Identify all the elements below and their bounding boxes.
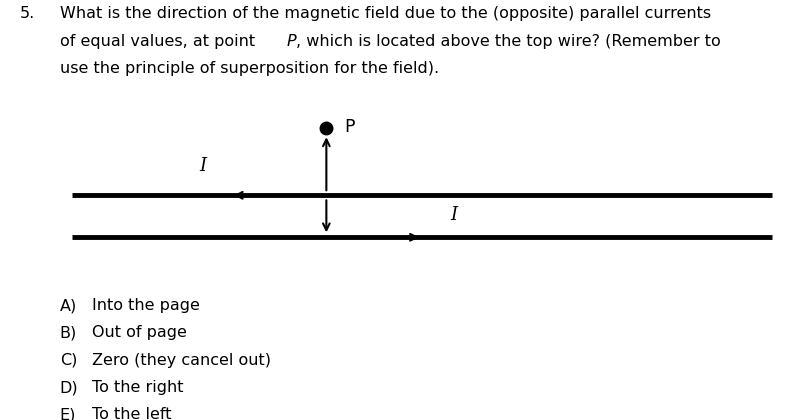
Text: To the right: To the right: [92, 380, 183, 395]
Text: Out of page: Out of page: [92, 326, 186, 341]
Text: 5.: 5.: [20, 6, 35, 21]
Text: Zero (they cancel out): Zero (they cancel out): [92, 353, 271, 368]
Text: Into the page: Into the page: [92, 298, 200, 313]
Text: A): A): [60, 298, 77, 313]
Text: P: P: [344, 118, 354, 136]
Text: C): C): [60, 353, 77, 368]
Text: use the principle of superposition for the field).: use the principle of superposition for t…: [60, 61, 439, 76]
Text: of equal values, at point: of equal values, at point: [60, 34, 260, 49]
Text: E): E): [60, 407, 76, 420]
Text: I: I: [200, 157, 206, 175]
Text: P: P: [287, 34, 296, 49]
Text: I: I: [451, 207, 457, 224]
Text: D): D): [60, 380, 78, 395]
Text: What is the direction of the magnetic field due to the (opposite) parallel curre: What is the direction of the magnetic fi…: [60, 6, 711, 21]
Text: B): B): [60, 326, 77, 341]
Text: To the left: To the left: [92, 407, 171, 420]
Text: , which is located above the top wire? (Remember to: , which is located above the top wire? (…: [296, 34, 721, 49]
